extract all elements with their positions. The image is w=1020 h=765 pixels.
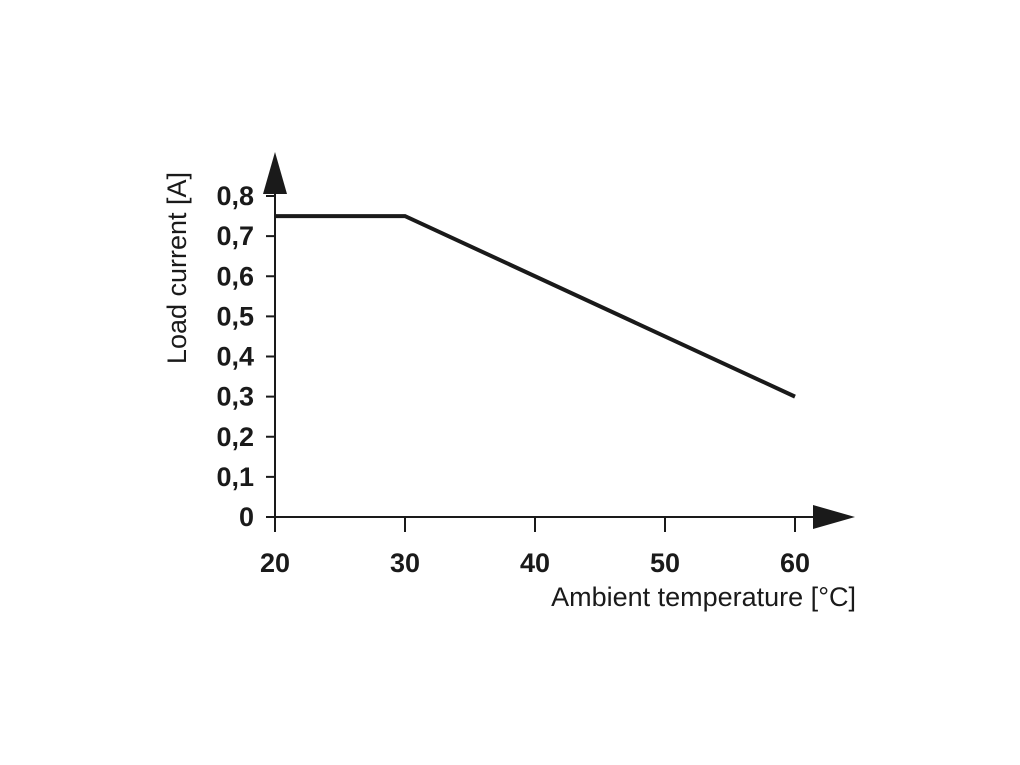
- y-tick-label: 0,7: [216, 221, 254, 251]
- y-tick-label: 0,3: [216, 382, 254, 412]
- series-group: [275, 214, 796, 399]
- x-axis-arrow: [813, 505, 855, 529]
- y-tick-label: 0: [239, 502, 254, 532]
- x-tick-label: 50: [650, 548, 680, 578]
- y-axis-title: Load current [A]: [162, 172, 192, 364]
- y-tick-label: 0,5: [216, 301, 254, 331]
- y-tick-label: 0,4: [216, 342, 254, 372]
- x-ticks: 20 30 40 50 60: [260, 517, 810, 578]
- x-tick-label: 20: [260, 548, 290, 578]
- y-tick-label: 0,1: [216, 462, 254, 492]
- x-tick-label: 60: [780, 548, 810, 578]
- y-tick-label: 0,6: [216, 261, 254, 291]
- x-axis-title: Ambient temperature [°C]: [551, 582, 856, 612]
- axes: [263, 152, 855, 529]
- x-tick-label: 40: [520, 548, 550, 578]
- y-tick-label: 0,8: [216, 181, 254, 211]
- y-ticks: 0 0,1 0,2 0,3 0,4 0,5 0,6 0,7 0,8: [216, 181, 275, 532]
- y-axis-arrow: [263, 152, 287, 194]
- y-tick-label: 0,2: [216, 422, 254, 452]
- x-tick-label: 30: [390, 548, 420, 578]
- derating-curve: [275, 214, 796, 399]
